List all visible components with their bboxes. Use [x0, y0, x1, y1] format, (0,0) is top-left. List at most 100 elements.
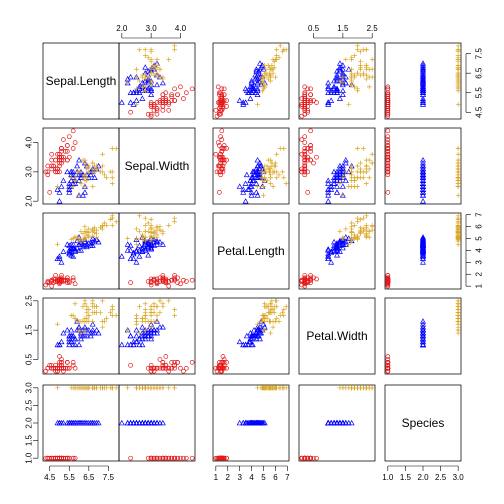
- point-s2-29: [343, 226, 349, 232]
- point-s2-40: [366, 228, 372, 234]
- panel-petal-length-vs-species: [384, 212, 462, 290]
- point-s2-30: [274, 175, 280, 181]
- point-s1-34: [64, 168, 71, 175]
- point-s0-14: [302, 84, 308, 90]
- point-s2-29: [100, 324, 105, 330]
- point-s1-45: [331, 85, 338, 92]
- point-s2-44: [157, 66, 163, 72]
- point-s0-25: [220, 169, 226, 175]
- tick-label: 6.5: [83, 473, 95, 482]
- point-s0-48: [219, 94, 225, 99]
- point-s1-46: [70, 244, 77, 251]
- point-s0-48: [63, 365, 68, 371]
- point-s2-29: [100, 226, 105, 232]
- point-s2-32: [360, 175, 366, 181]
- point-s1-49: [420, 174, 426, 180]
- point-s2-18: [283, 304, 289, 310]
- point-s2-13: [261, 86, 266, 92]
- tick-label: 2.5: [25, 295, 34, 307]
- point-s0-48: [63, 148, 68, 154]
- point-s1-49: [142, 246, 149, 252]
- point-s1-43: [127, 419, 134, 426]
- point-s2-9: [100, 151, 105, 157]
- point-s0-43: [220, 154, 226, 160]
- point-s1-6: [420, 159, 426, 166]
- point-s1-43: [56, 255, 63, 262]
- point-s1-31: [245, 186, 252, 192]
- point-s2-13: [134, 86, 139, 92]
- point-s0-13: [148, 282, 154, 288]
- point-s1-14: [243, 171, 250, 178]
- point-s2-37: [84, 166, 90, 172]
- point-s2-46: [134, 316, 139, 321]
- point-s1-1: [339, 162, 346, 169]
- point-s1-48: [236, 419, 243, 426]
- point-s1-32: [331, 177, 338, 183]
- point-s2-48: [455, 157, 461, 163]
- point-s2-12: [267, 64, 272, 70]
- point-s1-26: [142, 64, 149, 70]
- point-s2-48: [363, 76, 369, 82]
- point-s0-18: [172, 86, 177, 92]
- point-s1-43: [127, 255, 134, 262]
- point-s2-49: [148, 385, 154, 391]
- point-s2-43: [363, 163, 369, 169]
- point-s1-41: [255, 329, 262, 336]
- tick-label: 6: [475, 224, 484, 229]
- point-s2-36: [268, 74, 274, 80]
- panel-frame: [118, 384, 196, 462]
- point-s2-32: [142, 228, 148, 234]
- point-s2-39: [358, 231, 363, 237]
- point-s0-36: [163, 90, 169, 96]
- point-s0-23: [221, 160, 227, 166]
- point-s0-44: [59, 360, 64, 365]
- panel-petal-length-vs-petal-length: Petal.Length: [212, 212, 290, 290]
- point-s2-0: [273, 74, 278, 80]
- point-s1-40: [66, 335, 73, 342]
- point-s2-48: [455, 304, 461, 310]
- point-s2-37: [151, 72, 157, 78]
- point-s0-45: [385, 169, 391, 175]
- point-s0-44: [224, 146, 229, 151]
- point-s1-16: [68, 327, 75, 333]
- panel-petal-length-vs-sepal-length: [42, 212, 120, 290]
- point-s1-27: [89, 235, 96, 241]
- point-s2-49: [455, 82, 461, 88]
- point-s2-25: [100, 163, 105, 169]
- point-s2-48: [265, 157, 271, 163]
- point-s0-44: [172, 273, 177, 278]
- point-s1-3: [127, 89, 134, 95]
- point-s0-43: [57, 276, 62, 282]
- point-s2-39: [358, 62, 363, 68]
- panel-petal-width-vs-sepal-width: [118, 297, 196, 375]
- point-s0-16: [175, 455, 180, 461]
- point-s0-49: [157, 455, 163, 461]
- point-s1-43: [420, 255, 426, 262]
- point-s1-11: [250, 327, 257, 333]
- point-s1-9: [247, 329, 254, 336]
- point-s0-45: [218, 169, 223, 175]
- point-s0-45: [148, 104, 154, 109]
- point-s2-19: [340, 192, 346, 198]
- point-s1-20: [420, 162, 426, 169]
- point-s1-7: [240, 186, 247, 192]
- tick-label: 3: [237, 473, 242, 482]
- point-s1-0: [95, 329, 102, 336]
- point-s0-48: [385, 148, 391, 154]
- point-s2-47: [263, 70, 269, 76]
- point-s0-47: [302, 107, 308, 113]
- point-s2-17: [360, 215, 366, 221]
- point-s0-44: [224, 360, 229, 365]
- point-s0-47: [218, 107, 223, 113]
- point-s2-6: [55, 385, 60, 391]
- point-s0-13: [214, 169, 220, 175]
- point-s0-42: [45, 163, 51, 169]
- point-s2-9: [166, 298, 172, 304]
- point-s2-37: [267, 72, 272, 78]
- point-s0-15: [189, 455, 195, 461]
- point-s2-35: [455, 47, 461, 53]
- point-s0-14: [178, 84, 183, 90]
- point-s0-47: [49, 163, 55, 169]
